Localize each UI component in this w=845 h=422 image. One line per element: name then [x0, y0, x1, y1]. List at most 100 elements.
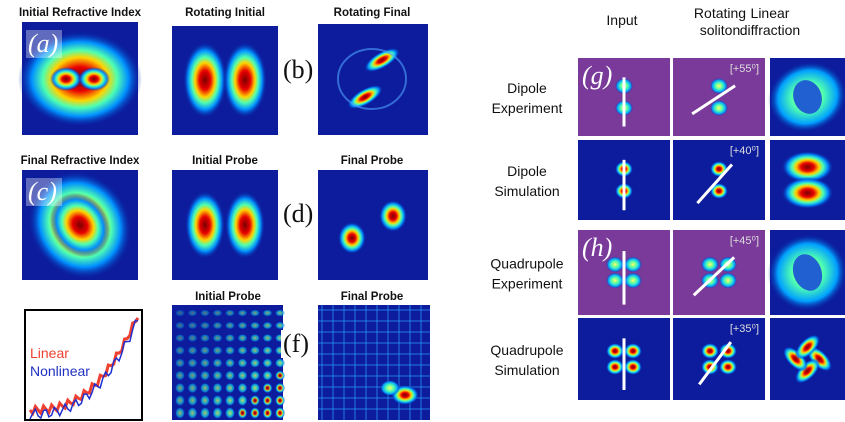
label: Experiment	[492, 100, 563, 116]
label: Initial Probe	[192, 155, 258, 167]
beam	[175, 407, 185, 419]
panel	[318, 24, 428, 135]
beam	[701, 257, 719, 273]
beam	[701, 343, 719, 359]
beam	[606, 273, 624, 289]
beam	[238, 383, 248, 394]
beam	[719, 273, 737, 289]
beam	[624, 359, 642, 375]
label: (a)	[28, 29, 58, 58]
beam	[200, 383, 210, 394]
beam	[188, 358, 198, 367]
beam	[250, 371, 260, 381]
beam	[250, 383, 260, 394]
beam	[213, 371, 223, 381]
beam	[263, 310, 273, 317]
beam	[624, 343, 642, 359]
beam	[213, 322, 223, 330]
label: Rotating Initial	[185, 7, 265, 19]
beam	[200, 322, 210, 330]
beam	[200, 346, 210, 355]
label: Rotating Final	[334, 7, 411, 19]
beam	[188, 383, 198, 394]
label: Quadrupole	[490, 342, 563, 358]
beam	[238, 346, 248, 355]
beam	[200, 334, 210, 342]
label: (d)	[283, 199, 313, 228]
beam	[188, 407, 198, 419]
beam	[710, 161, 728, 177]
label: Rotating	[694, 5, 746, 21]
label: (h)	[582, 233, 612, 262]
beam	[175, 395, 185, 406]
beam	[50, 67, 82, 91]
beam	[263, 322, 273, 330]
beam	[225, 334, 235, 342]
beam	[175, 334, 185, 342]
beam	[606, 359, 624, 375]
label: Nonlinear	[30, 363, 90, 379]
beam	[183, 42, 227, 118]
beam	[213, 395, 223, 406]
beam	[175, 383, 185, 394]
beam	[238, 322, 248, 330]
figure: Initial Refractive IndexRotating Initial…	[0, 0, 845, 422]
beam	[238, 310, 248, 317]
label: Dipole	[507, 80, 547, 96]
beam	[275, 371, 285, 381]
panel	[770, 318, 845, 400]
beam	[188, 322, 198, 330]
beam	[78, 67, 110, 91]
beam	[275, 383, 285, 394]
label: Simulation	[494, 362, 559, 378]
beam	[263, 395, 273, 406]
beam	[379, 200, 407, 232]
beam	[188, 346, 198, 355]
label: [+35⁰]	[730, 323, 759, 335]
beam	[263, 407, 273, 419]
beam	[238, 334, 248, 342]
beam	[225, 346, 235, 355]
label: Simulation	[494, 183, 559, 199]
label: Initial Probe	[195, 291, 261, 303]
beam	[175, 310, 185, 317]
beam	[338, 222, 366, 254]
beam	[238, 371, 248, 381]
beam	[213, 334, 223, 342]
beam	[250, 358, 260, 367]
label: Input	[606, 12, 637, 28]
beam	[213, 383, 223, 394]
label: [+45⁰]	[730, 235, 759, 247]
beam	[225, 358, 235, 367]
panel	[318, 170, 428, 280]
label: Linear	[751, 5, 790, 21]
label: (g)	[582, 61, 612, 90]
label: Quadrupole	[490, 256, 563, 272]
beam	[250, 407, 260, 419]
label: (c)	[28, 177, 57, 206]
beam	[175, 322, 185, 330]
beam	[624, 273, 642, 289]
beam	[263, 334, 273, 342]
beam	[200, 310, 210, 317]
beam	[175, 346, 185, 355]
beam	[263, 346, 273, 355]
beam	[175, 358, 185, 367]
beam	[225, 310, 235, 317]
beam	[225, 383, 235, 394]
beam	[225, 395, 235, 406]
beam	[606, 343, 624, 359]
beam	[710, 100, 728, 116]
beam	[188, 395, 198, 406]
beam	[250, 346, 260, 355]
label: Final Probe	[341, 291, 404, 303]
label: Final Refractive Index	[21, 155, 140, 167]
beam	[782, 177, 834, 209]
beam	[250, 395, 260, 406]
beam	[225, 371, 235, 381]
beam	[225, 191, 265, 259]
beam	[225, 407, 235, 419]
beam	[175, 371, 185, 381]
beam	[188, 371, 198, 381]
beam	[188, 334, 198, 342]
